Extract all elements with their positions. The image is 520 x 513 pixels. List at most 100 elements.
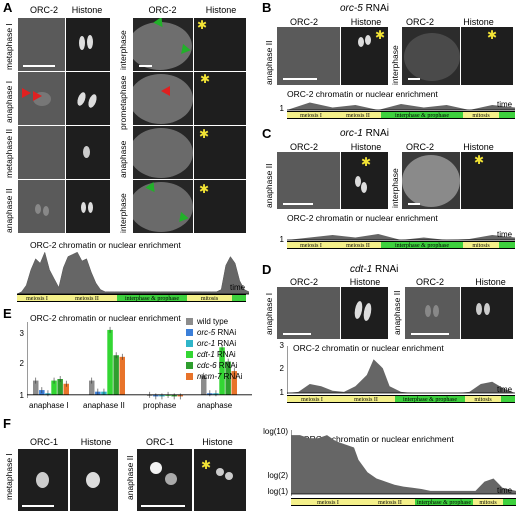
phase-bar-mitosis: mitosis — [463, 241, 499, 249]
x-tick-label: prophase — [143, 401, 177, 410]
micrograph-histone: ✱ — [341, 152, 388, 209]
panel-a-row-label: interphase — [118, 30, 128, 70]
phase-bar-end — [499, 111, 515, 119]
micrograph-histone: ✱ — [194, 180, 246, 233]
panel-a-row-label: anaphase — [118, 140, 128, 178]
phase-bar-end — [232, 294, 246, 302]
embryo-signal — [404, 33, 460, 81]
chromosome-signal — [476, 303, 482, 315]
legend-item: cdc-6 RNAi — [186, 361, 237, 370]
red-arrowhead-icon — [22, 88, 31, 98]
legend-item: orc-5 RNAi — [186, 328, 236, 337]
star-icon: ✱ — [197, 18, 208, 32]
micrograph-orc2 — [133, 18, 193, 71]
bar — [113, 355, 119, 395]
micrograph-histone — [66, 126, 110, 179]
bar — [107, 329, 113, 395]
chromosome-signal — [87, 35, 93, 49]
chromosome-signal — [88, 202, 93, 213]
chromosome-signal — [484, 303, 490, 315]
bar — [51, 380, 57, 395]
micrograph-histone: ✱ — [194, 18, 246, 71]
panel-e-label: E — [3, 306, 12, 321]
time-label: time — [497, 230, 513, 239]
embryo-signal — [133, 22, 192, 70]
enrichment-area — [287, 234, 515, 240]
micrograph-histone — [66, 180, 110, 233]
rnai-suffix: RNAi — [362, 128, 389, 139]
header: Histone — [80, 437, 112, 447]
legend-label: mcm-7 — [197, 372, 222, 381]
bar — [201, 375, 207, 395]
micrograph-histone: ✱ — [461, 152, 513, 209]
phase-bar-meiosis-i: meiosis I — [291, 498, 365, 506]
header: Histone — [350, 142, 382, 152]
micrograph-histone: ✱ — [194, 449, 246, 511]
chromosome-signal — [361, 182, 367, 193]
star-icon: ✱ — [199, 127, 210, 141]
legend-label: cdc-6 — [197, 361, 217, 370]
scale-bar — [23, 65, 55, 67]
red-arrowhead-icon — [33, 91, 42, 101]
micrograph-orc2 — [133, 180, 193, 233]
time-label: time — [497, 486, 513, 495]
y-tick-label: 1 — [19, 391, 24, 400]
micrograph-orc1 — [18, 449, 68, 511]
micrograph-histone — [70, 449, 118, 511]
micrograph-orc2 — [277, 27, 340, 85]
header: ORC-2 — [289, 142, 318, 152]
legend-item: mcm-7 RNAi — [186, 372, 242, 381]
panel-c-chart — [287, 234, 515, 241]
rnai-suffix: RNAi — [362, 3, 389, 14]
micrograph-histone: ✱ — [194, 72, 246, 125]
phase-bar-meiosis-i: meiosis I — [17, 294, 57, 302]
phase-bar-meiosis-i: meiosis I — [287, 111, 335, 119]
scale-bar — [408, 78, 420, 80]
chromosome-signal — [225, 472, 233, 480]
panel-c-label: C — [262, 126, 272, 141]
micrograph-histone — [461, 287, 513, 339]
star-icon: ✱ — [474, 153, 485, 167]
rnai-gene: orc-5 — [340, 3, 363, 14]
chromosome-signal — [355, 176, 361, 187]
micrograph-histone: ✱ — [461, 27, 513, 85]
chromatin-signal — [43, 206, 49, 216]
chromosome-signal — [362, 302, 373, 322]
header: Histone — [463, 17, 494, 27]
y-tick-label: 2 — [279, 364, 284, 373]
row-label: metaphase I — [4, 453, 14, 500]
bar — [231, 371, 237, 395]
micrograph-histone — [341, 287, 388, 339]
chromatin-signal — [150, 462, 162, 474]
y-tick-label: 1 — [279, 388, 284, 397]
red-arrowhead-icon — [161, 86, 170, 96]
micrograph-histone — [66, 18, 110, 71]
phase-bar-end — [499, 241, 515, 249]
phase-bar-meiosis-ii: meiosis II — [337, 395, 395, 403]
chromosome-signal — [353, 300, 364, 320]
phase-bar-mitosis: mitosis — [465, 395, 501, 403]
bar — [225, 361, 231, 395]
rnai-suffix: RNAi — [372, 264, 399, 275]
phase-bar-meiosis-ii: meiosis II — [335, 241, 381, 249]
chromosome-signal — [365, 35, 371, 45]
chromosome-signal — [86, 472, 100, 488]
row-label: anaphase II — [392, 290, 402, 335]
phase-bar-meiosis-ii: meiosis II — [365, 498, 415, 506]
micrograph-orc2 — [277, 152, 340, 209]
legend-swatch — [186, 318, 193, 326]
x-tick-label: anaphase — [197, 401, 233, 410]
panel-c-chart-title: ORC-2 chromatin or nuclear enrichment — [287, 213, 438, 223]
panel-f-chart — [291, 430, 516, 496]
micrograph-orc2 — [18, 72, 65, 125]
x-tick-label: anaphase II — [83, 401, 125, 410]
header: ORC-1 — [29, 437, 58, 447]
header: Histone — [349, 277, 381, 287]
phase-bar-meiosis-i: meiosis I — [287, 241, 335, 249]
micrograph-orc2 — [18, 126, 65, 179]
y-tick-label: log(10) — [263, 427, 288, 436]
star-icon: ✱ — [201, 458, 212, 472]
star-icon: ✱ — [200, 72, 211, 86]
micrograph-histone: ✱ — [341, 27, 388, 85]
panel-e-legend: wild type orc-5 RNAi orc-1 RNAi cdt-1 RN… — [186, 317, 266, 387]
